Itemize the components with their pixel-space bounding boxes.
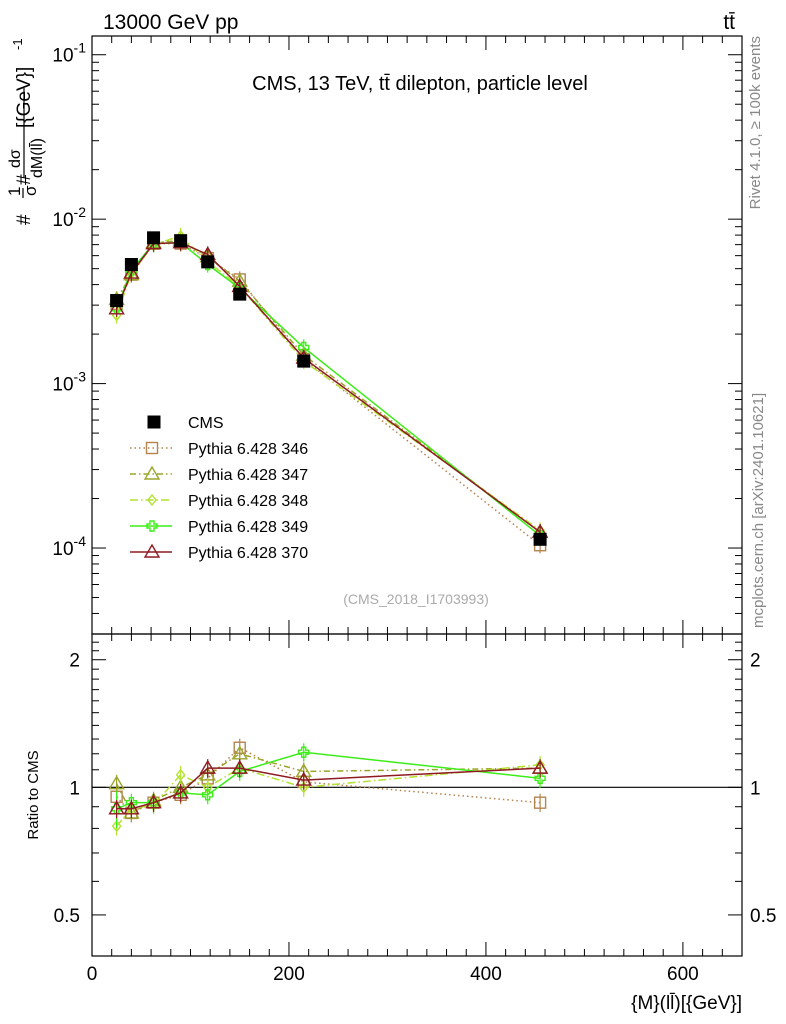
ratio-point (534, 772, 546, 785)
header-energy: 13000 GeV pp (103, 11, 238, 34)
ratio-line (116, 751, 541, 810)
svg-text:-1: -1 (10, 38, 25, 50)
ratio-plot-series (108, 738, 549, 836)
svg-text:1: 1 (5, 187, 24, 196)
legend: CMS Pythia 6.428 346 Pythia 6.428 347 Pythi… (130, 415, 308, 562)
legend-label: Pythia 6.428 370 (188, 545, 308, 562)
series-point (123, 264, 140, 279)
ratio-tick-label: 1 (69, 778, 80, 799)
ratio-tick-label: 2 (69, 651, 80, 672)
ratio-y-label: Ratio to CMS (25, 750, 42, 839)
ratio-point (202, 789, 214, 801)
ratio-point (111, 819, 122, 833)
legend-marker (143, 465, 161, 480)
svg-text:[{GeV}]: [{GeV}] (14, 67, 35, 128)
series-line (115, 239, 541, 533)
svg-text:dM(ll̄): dM(ll̄) (28, 138, 46, 178)
ratio-point (145, 794, 162, 809)
svg-text:dσ: dσ (7, 149, 24, 168)
x-tick-label: 200 (273, 964, 305, 985)
analysis-watermark: (CMS_2018_I1703993) (343, 591, 489, 607)
svg-text:#: # (14, 174, 35, 185)
x-tick-label: 0 (87, 964, 98, 985)
y-tick-label: 10-3 (52, 369, 86, 396)
data-point (233, 287, 247, 301)
ratio-point (531, 759, 549, 774)
ratio-point (533, 796, 547, 809)
ratio-point (298, 746, 310, 758)
ratio-point (231, 745, 248, 760)
legend-marker (147, 493, 157, 507)
rivet-label: Rivet 4.1.0, ≥ 100k events (747, 36, 764, 209)
data-point (147, 231, 161, 245)
ratio-tick-label-right: 1 (750, 778, 761, 799)
ratio-point (295, 771, 312, 786)
legend-label: CMS (188, 415, 224, 432)
y-tick-label: 10-4 (52, 533, 86, 560)
main-plot-series (108, 227, 549, 554)
series-line (115, 241, 541, 533)
x-tick-label: 400 (470, 964, 502, 985)
ratio-point (108, 800, 125, 815)
x-axis-label: {M}(ll̄)[{GeV}] (631, 993, 742, 1014)
ratio-point (123, 800, 140, 815)
ratio-tick-label-right: 0.5 (750, 906, 776, 927)
legend-marker (143, 543, 161, 558)
legend-marker (146, 520, 158, 532)
data-point (297, 354, 311, 368)
ratio-point (175, 768, 186, 781)
series-line (115, 242, 541, 546)
data-point (124, 258, 138, 272)
legend-label: Pythia 6.428 346 (188, 441, 308, 458)
y-tick-label: 10-2 (52, 204, 86, 231)
chart-title: CMS, 13 TeV, tt̄ dilepton, particle leve… (252, 73, 588, 95)
series-line (115, 241, 541, 537)
series-point (108, 300, 125, 315)
legend-marker (145, 441, 159, 455)
y-axis-label: # 1 σ # dσ dM(ll̄) [{GeV}] -1 (5, 38, 46, 225)
ratio-plot-frame (91, 633, 743, 957)
ratio-point (231, 759, 248, 774)
ratio-point (108, 775, 125, 790)
ratio-point (172, 784, 189, 799)
ratio-point (199, 759, 216, 774)
svg-text:#: # (14, 214, 35, 225)
x-tick-label: 600 (667, 964, 699, 985)
series-point (298, 341, 310, 354)
data-point (174, 234, 188, 248)
header-process: tt̄ (723, 11, 735, 34)
legend-marker (147, 415, 161, 429)
data-point (533, 532, 547, 546)
svg-text:σ: σ (21, 185, 40, 196)
tick-marks: 0 200 400 600 10-4 10-3 10-2 10-1 0.5 0.5 1 1 2 2 (52, 36, 776, 985)
mcplots-label: mcplots.cern.ch [arXiv:2401.10621] (750, 393, 767, 628)
y-tick-label: 10-1 (52, 40, 86, 67)
ratio-tick-label: 0.5 (54, 906, 80, 927)
ratio-line (116, 746, 541, 814)
data-point (110, 294, 124, 308)
legend-label: Pythia 6.428 348 (188, 493, 308, 510)
legend-label: Pythia 6.428 347 (188, 467, 308, 484)
legend-label: Pythia 6.428 349 (188, 519, 308, 536)
ratio-tick-label-right: 2 (750, 651, 761, 672)
data-point (201, 255, 215, 269)
